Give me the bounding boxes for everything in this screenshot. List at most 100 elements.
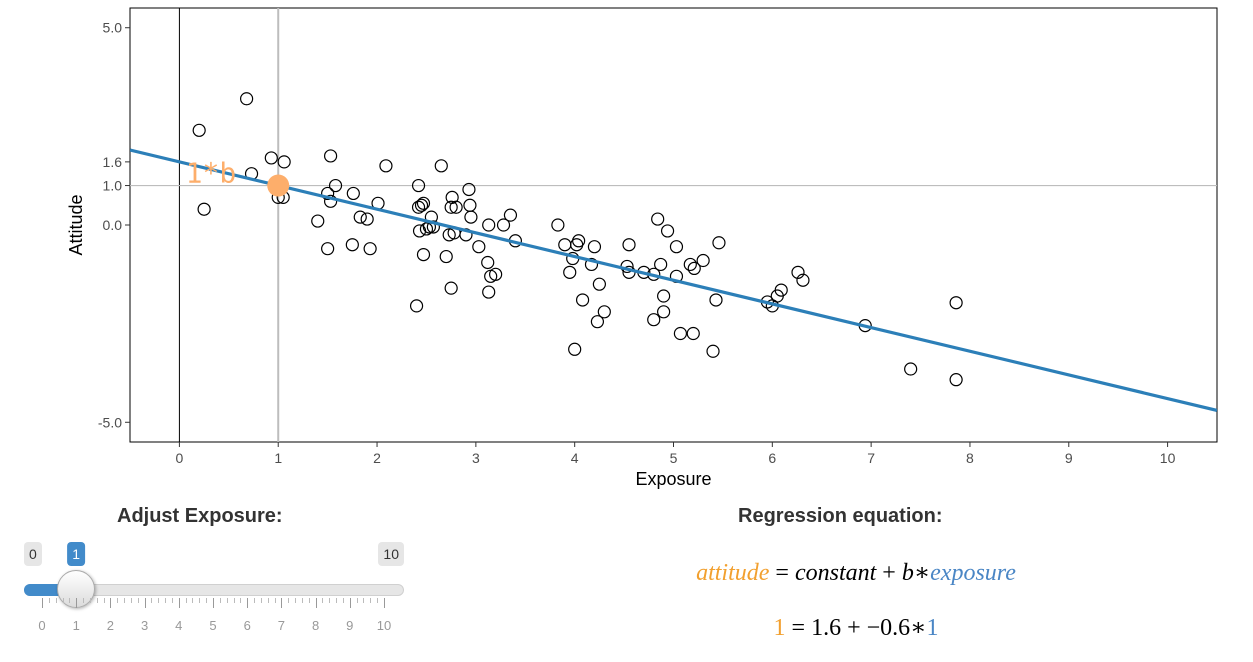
slider-minor-tick: [329, 598, 331, 603]
data-point: [482, 285, 496, 299]
slider-minor-tick: [96, 598, 98, 603]
data-point: [563, 265, 577, 279]
data-point: [414, 198, 429, 212]
eq-constant: constant: [794, 560, 877, 586]
slider-minor-tick: [219, 598, 221, 603]
slider-grid-tick: [315, 598, 317, 608]
data-point: [321, 186, 335, 201]
slider-minor-tick: [69, 598, 71, 603]
regression-line: [130, 148, 1217, 412]
exposure-slider[interactable]: 0 10 1 0 1 2 3 4 5 6 7 8 9 10: [24, 540, 404, 640]
data-point: [439, 249, 453, 264]
slider-max-label: 10: [378, 542, 404, 566]
slider-grid-label: 8: [311, 618, 320, 633]
data-point: [673, 326, 688, 341]
data-point: [444, 281, 458, 295]
slider-grid-label: 9: [346, 618, 354, 633]
eq-b: b: [901, 560, 914, 586]
slider-value-badge: 1: [67, 542, 86, 566]
eq-star: ∗: [910, 615, 927, 641]
x-tick-label: 6: [768, 450, 776, 466]
slider-grid-tick: [349, 598, 351, 608]
slope-annotation: 1*b: [186, 157, 237, 190]
data-point: [568, 342, 582, 356]
slider-minor-tick: [158, 598, 160, 603]
slider-grid-label: 1: [72, 618, 80, 633]
data-point: [660, 224, 675, 238]
data-point: [597, 305, 611, 319]
slider-grid-tick: [281, 598, 283, 608]
x-tick-label: 9: [1065, 450, 1073, 466]
eq-constant-value: 1.6: [811, 615, 842, 641]
data-point: [277, 155, 291, 169]
slider-minor-tick: [89, 598, 91, 603]
slider-minor-tick: [274, 598, 276, 603]
slider-minor-tick: [301, 598, 303, 603]
x-tick-label: 7: [867, 450, 875, 466]
equation-values: 1 = 1.6 + −0.6∗1: [0, 613, 1253, 642]
y-tick-label: -5.0: [98, 414, 122, 430]
y-axis-title: Attitude: [66, 194, 86, 255]
data-point: [426, 220, 440, 234]
slider-minor-tick: [103, 598, 105, 603]
scatter-chart: 1*b 0 1 2 3 4 5 6 7 8 9 10 5.0 1.6 1.0 0.0 -5.0 Exposure A…: [66, 7, 1218, 489]
data-point: [434, 159, 448, 173]
data-point: [774, 283, 788, 297]
data-point: [904, 362, 918, 376]
slider-grid-label: 4: [175, 618, 183, 633]
slider-grid-tick: [110, 598, 112, 608]
data-point: [472, 240, 486, 254]
data-point: [416, 196, 431, 210]
data-point: [464, 210, 478, 224]
y-tick-label: 5.0: [103, 20, 123, 36]
eq-plus: +: [847, 615, 861, 641]
data-point: [197, 202, 211, 216]
y-tick-label: 1.0: [103, 178, 123, 194]
data-point: [379, 159, 393, 173]
data-point: [796, 273, 810, 287]
slider-grid-tick: [213, 598, 214, 608]
slider-minor-tick: [260, 598, 262, 603]
slider-minor-tick: [192, 598, 194, 603]
slider-minor-tick: [342, 598, 344, 603]
slider-minor-tick: [356, 598, 358, 603]
data-point: [324, 194, 338, 208]
slider-minor-tick: [322, 598, 324, 603]
slider-minor-tick: [151, 598, 153, 603]
data-point: [345, 238, 359, 252]
data-point: [791, 265, 805, 279]
slider-grid-label: 10: [376, 618, 392, 633]
slider-grid-label: 5: [209, 618, 217, 633]
data-point: [584, 257, 599, 272]
data-point: [416, 247, 431, 262]
x-tick-label: 8: [966, 450, 974, 466]
data-point: [587, 240, 602, 254]
slider-grid-tick: [42, 598, 43, 608]
plot-panel: [129, 7, 1218, 443]
data-point: [411, 178, 426, 193]
slider-minor-tick: [288, 598, 290, 603]
data-point: [657, 305, 671, 319]
data-point: [363, 242, 377, 256]
slider-minor-tick: [48, 598, 50, 603]
x-tick-label: 3: [472, 450, 480, 466]
slider-minor-tick: [226, 598, 228, 603]
slider-minor-tick: [308, 598, 310, 603]
data-point: [651, 212, 665, 226]
data-point: [481, 255, 495, 270]
data-point: [654, 257, 668, 272]
slider-grid-label: 7: [277, 618, 286, 633]
data-point: [669, 240, 684, 254]
slider-grid-label: 0: [38, 618, 46, 633]
slider-grid-label: 6: [243, 618, 251, 633]
data-point: [449, 200, 463, 214]
eq-var-value: 1: [926, 615, 939, 641]
slider-minor-tick: [267, 598, 269, 603]
data-point: [462, 182, 476, 197]
data-point: [647, 313, 661, 327]
slider-minor-tick: [233, 598, 235, 603]
data-point: [592, 277, 606, 291]
data-point: [346, 186, 360, 201]
y-tick-label: 0.0: [103, 217, 123, 233]
data-point: [558, 238, 572, 252]
